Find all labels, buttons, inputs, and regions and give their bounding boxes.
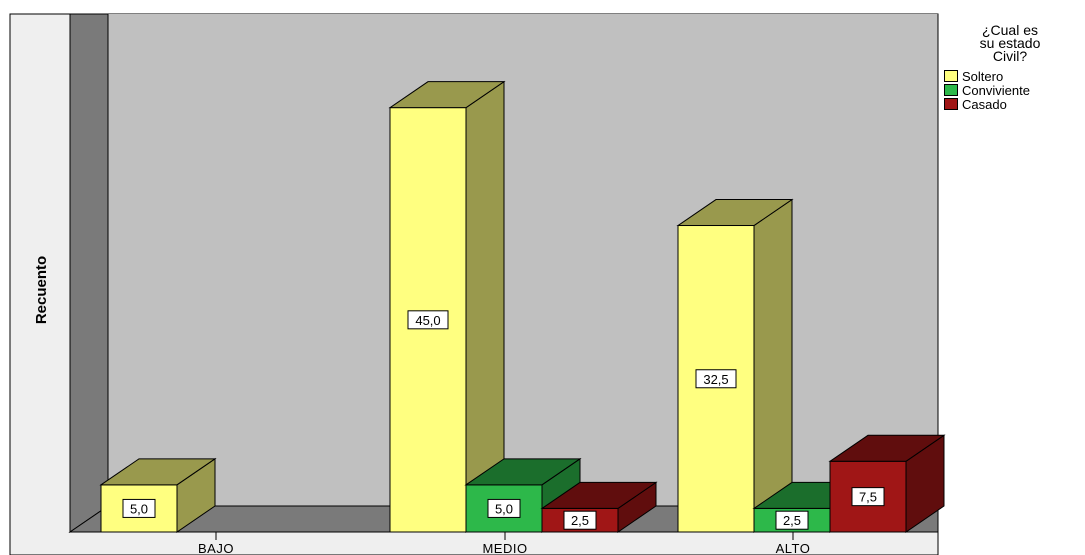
y-axis-label: Recuento	[33, 256, 50, 324]
x-axis-ticks: BAJO MEDIO ALTO	[198, 532, 810, 555]
data-label-box	[122, 498, 156, 518]
bar-casado-alto: 7,5	[828, 434, 946, 533]
legend-label: Casado	[962, 96, 1007, 112]
data-label-box	[563, 510, 597, 530]
legend-swatch-conviviente	[944, 84, 958, 96]
data-label-text: 2,5	[571, 513, 589, 528]
data-label-text: 5,0	[130, 501, 148, 516]
legend-swatch-casado	[944, 98, 958, 110]
data-label-text: 7,5	[859, 490, 877, 505]
data-label-box	[407, 310, 449, 330]
data-label-text: 5,0	[495, 501, 513, 516]
data-label: 2,5	[563, 510, 597, 530]
bar-casado-medio: 2,5	[540, 481, 658, 533]
legend: ¿Cual es su estado Civil? Soltero Conviv…	[940, 22, 1085, 112]
legend-item-soltero: Soltero	[940, 68, 1085, 84]
bar-soltero-medio: 45,0	[388, 80, 506, 533]
bar-top	[99, 458, 217, 486]
legend-title-line: su estado	[979, 35, 1041, 51]
data-label: 5,0	[487, 498, 521, 518]
bar-top	[464, 458, 582, 486]
legend-swatch-soltero	[944, 70, 958, 82]
data-label-text: 45,0	[415, 313, 440, 328]
legend-title-line: ¿Cual es	[981, 22, 1039, 38]
bar-top	[388, 81, 506, 109]
data-label-box	[851, 487, 885, 507]
bar-soltero-alto: 32,5	[676, 198, 794, 533]
data-label-box	[695, 369, 737, 389]
data-label-text: 32,5	[703, 372, 728, 387]
data-label-box	[775, 510, 809, 530]
data-label: 5,0	[122, 498, 156, 518]
bar-top	[828, 434, 946, 462]
back-wall	[108, 14, 938, 506]
legend-label: Soltero	[962, 68, 1004, 84]
bar-top	[676, 199, 794, 227]
data-label-text: 2,5	[783, 513, 801, 528]
x-tick-label: BAJO	[198, 541, 234, 555]
data-label-box	[487, 498, 521, 518]
side-wall	[69, 13, 109, 533]
legend-title-line: Civil?	[992, 48, 1028, 64]
bar-top	[540, 481, 658, 509]
x-tick-label: ALTO	[776, 541, 811, 555]
legend-label: Conviviente	[962, 82, 1030, 98]
data-label: 7,5	[851, 487, 885, 507]
legend-title: ¿Cual es su estado Civil?	[940, 22, 1080, 64]
data-label: 2,5	[775, 510, 809, 530]
legend-item-conviviente: Conviviente	[940, 82, 1085, 98]
bar-soltero-bajo: 5,0	[99, 457, 217, 533]
bar-side	[753, 198, 793, 533]
legend-item-casado: Casado	[940, 96, 1085, 112]
bars-layer: 5,0 45,0 5,0 2,5 32,5 2,5 7,5	[99, 80, 946, 533]
data-label: 32,5	[695, 369, 737, 389]
data-label: 45,0	[407, 310, 449, 330]
x-tick-label: MEDIO	[482, 541, 527, 555]
